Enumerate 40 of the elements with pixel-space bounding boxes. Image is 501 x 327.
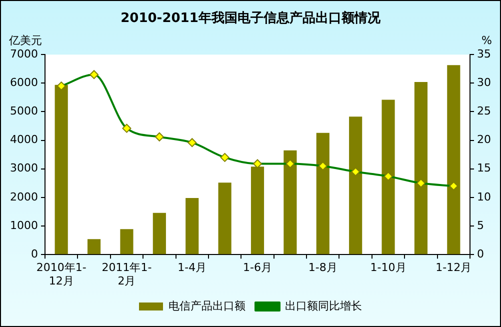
legend-label: 电信产品出口额 [168,299,246,312]
x-tick-label: 1-12月 [436,261,472,274]
y2-tick-label: 20 [477,133,492,146]
bar [316,132,330,254]
y-tick-label: 0 [30,247,38,260]
y-tick-label: 4000 [10,133,38,146]
bar [414,82,428,254]
y2-tick-label: 30 [477,76,492,90]
y2-tick-label: 10 [477,190,492,204]
x-tick-label: 1-4月 [178,261,207,274]
x-tick-label: 1-8月 [308,261,338,274]
y2-tick-label: 0 [477,247,484,260]
y-axis-title: 亿美元 [8,34,42,47]
y-tick-label: 5000 [10,104,38,118]
y2-axis-title: % [482,34,492,47]
x-tick-label: 2011年1-2月 [102,261,152,288]
bar [447,65,460,254]
bar [382,100,395,254]
bar [54,84,68,254]
y2-tick-label: 5 [477,218,484,232]
y2-tick-label: 15 [477,162,492,175]
x-tick-label: 1-6月 [243,261,272,274]
y2-tick-label: 25 [477,104,492,118]
x-tick-label: 2010年1-12月 [36,261,86,288]
y-tick-label: 7000 [10,47,38,60]
y-tick-label: 1000 [10,218,38,232]
bar [349,116,362,254]
y-tick-label: 6000 [10,76,38,90]
y2-tick-label: 35 [477,47,492,60]
x-tick-label: 1-10月 [370,261,406,274]
chart-title: 2010-2011年我国电子信息产品出口额情况 [120,10,382,26]
bar [152,212,166,254]
bar [218,182,232,254]
legend-label: 出口额同比增长 [285,299,362,312]
bar [87,239,101,254]
y-tick-label: 2000 [10,190,38,204]
bar [284,150,297,254]
y-tick-label: 3000 [10,162,38,175]
bar [120,229,134,254]
bar [186,198,199,254]
